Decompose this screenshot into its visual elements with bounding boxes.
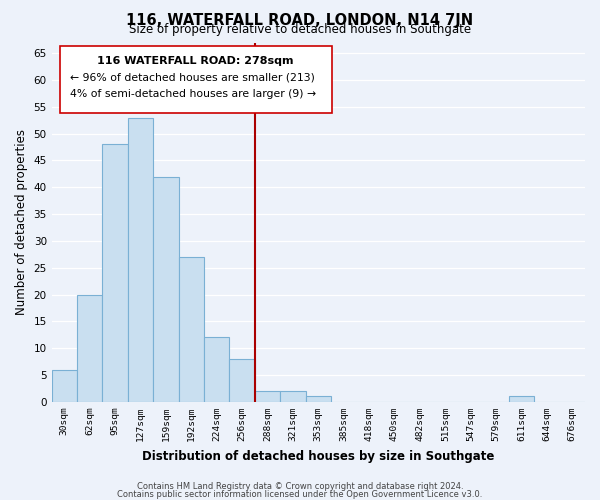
Bar [509,396,534,402]
Bar [229,359,255,402]
Bar [52,370,77,402]
Text: Contains public sector information licensed under the Open Government Licence v3: Contains public sector information licen… [118,490,482,499]
Bar [153,176,179,402]
Bar [77,294,103,402]
Text: 116, WATERFALL ROAD, LONDON, N14 7JN: 116, WATERFALL ROAD, LONDON, N14 7JN [127,12,473,28]
Bar [204,338,229,402]
Text: 4% of semi-detached houses are larger (9) →: 4% of semi-detached houses are larger (9… [70,89,316,99]
FancyBboxPatch shape [59,46,332,112]
Bar [255,391,280,402]
Y-axis label: Number of detached properties: Number of detached properties [15,129,28,315]
Bar [103,144,128,402]
X-axis label: Distribution of detached houses by size in Southgate: Distribution of detached houses by size … [142,450,494,462]
Text: Contains HM Land Registry data © Crown copyright and database right 2024.: Contains HM Land Registry data © Crown c… [137,482,463,491]
Bar [128,118,153,402]
Text: ← 96% of detached houses are smaller (213): ← 96% of detached houses are smaller (21… [70,72,315,83]
Text: 116 WATERFALL ROAD: 278sqm: 116 WATERFALL ROAD: 278sqm [97,56,294,66]
Text: Size of property relative to detached houses in Southgate: Size of property relative to detached ho… [129,22,471,36]
Bar [280,391,305,402]
Bar [305,396,331,402]
Bar [179,257,204,402]
